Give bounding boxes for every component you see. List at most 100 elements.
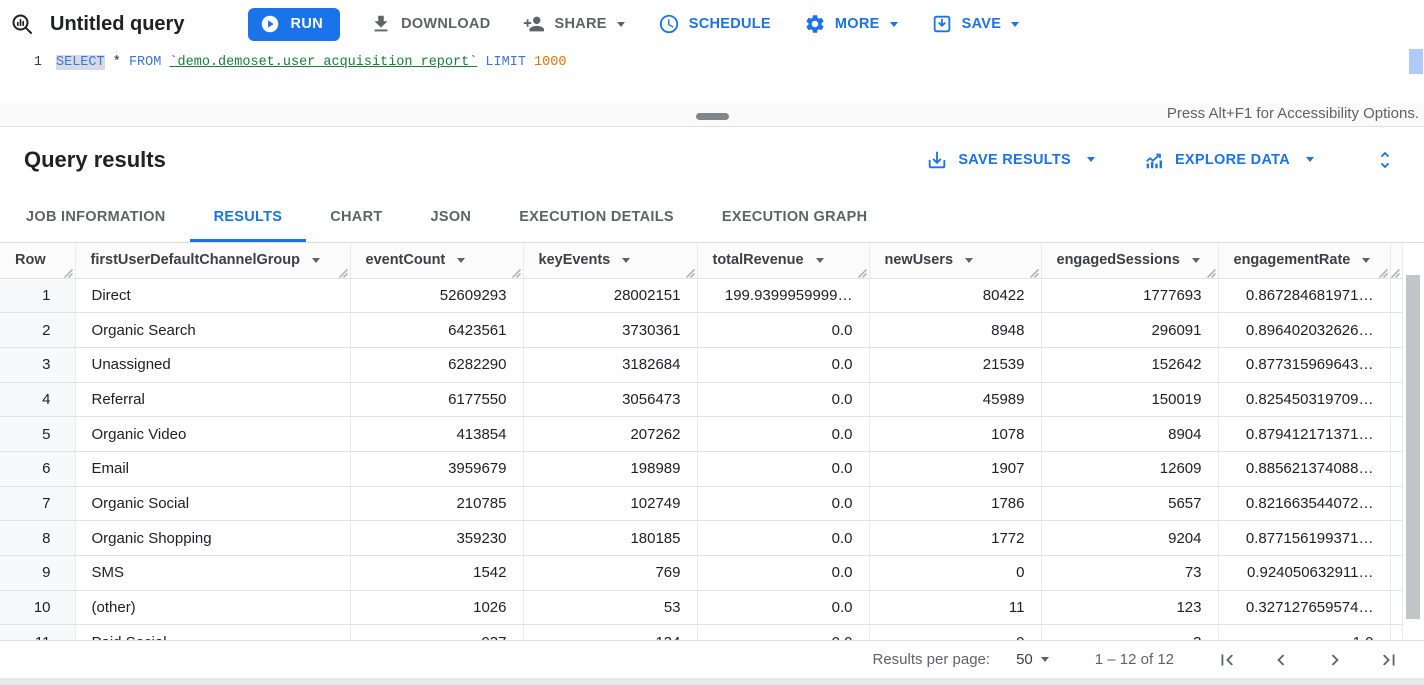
query-results-header: Query results SAVE RESULTS EXPLORE D — [0, 127, 1424, 192]
page-size-value: 50 — [1016, 651, 1033, 668]
filler-column-header — [1390, 243, 1403, 279]
column-menu-caret-icon[interactable] — [311, 257, 320, 263]
schedule-button[interactable]: SCHEDULE — [658, 13, 771, 35]
cell-engagedsessions: 5657 — [1041, 486, 1219, 522]
results-table-area: Row firstUserDefaultChannelGroup eventCoun… — [0, 243, 1424, 640]
filler-cell — [1390, 312, 1403, 348]
row-number-cell: 2 — [0, 312, 76, 348]
cell-firstuserdefaultchannelgroup: (other) — [75, 590, 351, 626]
cell-totalrevenue: 0.0 — [697, 451, 870, 487]
cell-engagementrate: 0.885621374088… — [1218, 451, 1391, 487]
chevron-down-icon — [889, 21, 898, 27]
table-row: 8 Organic Shopping 359230 180185 0.0 1772 9204… — [0, 520, 1403, 556]
previous-page-button[interactable] — [1270, 649, 1292, 671]
column-resize-grip-icon[interactable] — [685, 266, 695, 277]
save-results-download-icon — [929, 151, 946, 168]
save-icon — [933, 15, 950, 33]
chevron-down-icon — [1040, 657, 1049, 662]
cell-totalrevenue: 0.0 — [697, 416, 870, 452]
editor-results-divider: Press Alt+F1 for Accessibility Options. — [0, 103, 1424, 127]
cell-engagedsessions: 296091 — [1041, 312, 1219, 348]
cell-firstuserdefaultchannelgroup: Organic Video — [75, 416, 351, 452]
row-number-cell: 7 — [0, 486, 76, 522]
cell-newusers: 0 — [869, 624, 1042, 640]
share-button[interactable]: SHARE — [523, 13, 625, 35]
cell-engagedsessions: 12609 — [1041, 451, 1219, 487]
tab-chart[interactable]: CHART — [306, 192, 406, 242]
column-menu-caret-icon[interactable] — [1362, 257, 1371, 263]
cell-eventcount: 6177550 — [350, 382, 524, 418]
tab-json[interactable]: JSON — [407, 192, 496, 242]
save-button-label: SAVE — [961, 16, 1002, 32]
tab-results[interactable]: RESULTS — [190, 192, 307, 242]
column-menu-caret-icon[interactable] — [965, 257, 974, 263]
column-menu-caret-icon[interactable] — [457, 257, 466, 263]
sql-token-: * — [112, 55, 121, 70]
chevron-down-icon — [1306, 157, 1314, 162]
tab-execution-graph[interactable]: EXECUTION GRAPH — [698, 192, 892, 242]
cell-keyevents: 207262 — [523, 416, 698, 452]
vertical-scrollbar-thumb[interactable] — [1406, 275, 1420, 619]
column-resize-grip-icon[interactable] — [1390, 266, 1400, 277]
next-page-button[interactable] — [1324, 649, 1346, 671]
horizontal-scrollbar[interactable] — [0, 678, 1424, 685]
page-size-select[interactable]: 50 — [1016, 651, 1049, 668]
expand-results-toggle[interactable] — [1374, 149, 1396, 171]
results-tabs: JOB INFORMATION RESULTS CHART JSON EXECUTION… — [0, 192, 1424, 243]
explore-data-button[interactable]: EXPLORE DATA — [1143, 149, 1314, 171]
download-button[interactable]: DOWNLOAD — [370, 13, 490, 35]
editor-scrollbar-thumb[interactable] — [1409, 49, 1423, 74]
column-resize-grip-icon[interactable] — [1029, 266, 1039, 277]
column-resize-grip-icon[interactable] — [511, 266, 521, 277]
last-page-button[interactable] — [1378, 649, 1400, 671]
cell-engagementrate: 0.896402032626… — [1218, 312, 1391, 348]
cell-newusers: 1772 — [869, 520, 1042, 556]
column-menu-caret-icon[interactable] — [622, 257, 631, 263]
cell-keyevents: 769 — [523, 555, 698, 591]
splitter-handle[interactable] — [696, 113, 729, 120]
editor-scrollbar[interactable] — [1408, 48, 1424, 103]
cell-eventcount: 937 — [350, 624, 524, 640]
sql-token-demo-demoset-user-acquisition-report[interactable]: `demo.demoset.user_acquisition_report` — [169, 55, 478, 70]
table-row: 5 Organic Video 413854 207262 0.0 1078 8904 0.8… — [0, 416, 1403, 452]
cell-engagementrate: 0.877315969643… — [1218, 347, 1391, 383]
column-menu-caret-icon[interactable] — [815, 257, 824, 263]
cell-newusers: 11 — [869, 590, 1042, 626]
column-resize-grip-icon[interactable] — [1378, 266, 1388, 277]
query-title[interactable]: Untitled query — [50, 12, 185, 35]
first-page-icon — [1221, 654, 1233, 665]
cell-keyevents: 3056473 — [523, 382, 698, 418]
results-actions: SAVE RESULTS EXPLORE DATA — [926, 149, 1396, 171]
cell-totalrevenue: 199.9399959999… — [697, 278, 870, 314]
cell-totalrevenue: 0.0 — [697, 555, 870, 591]
tab-execution-details[interactable]: EXECUTION DETAILS — [495, 192, 698, 242]
table-row: 11Paid Social9371340.0031.0 — [0, 624, 1403, 640]
more-button[interactable]: MORE — [804, 13, 898, 35]
row-number-cell: 1 — [0, 278, 76, 314]
code-line-content[interactable]: SELECT * FROM `demo.demoset.user_acquisi… — [56, 48, 566, 103]
save-button[interactable]: SAVE — [931, 13, 1020, 35]
share-button-label: SHARE — [554, 16, 607, 32]
cell-totalrevenue: 0.0 — [697, 382, 870, 418]
column-resize-grip-icon[interactable] — [1206, 266, 1216, 277]
save-results-button[interactable]: SAVE RESULTS — [926, 149, 1095, 171]
person-add-icon — [524, 16, 545, 32]
run-button[interactable]: RUN — [248, 7, 341, 41]
cell-eventcount: 210785 — [350, 486, 524, 522]
run-button-label: RUN — [290, 16, 324, 32]
column-header-engagedsessions: engagedSessions — [1041, 243, 1219, 279]
sql-editor[interactable]: 1 SELECT * FROM `demo.demoset.user_acqui… — [0, 48, 1424, 103]
cell-engagedsessions: 73 — [1041, 555, 1219, 591]
column-menu-caret-icon[interactable] — [1191, 257, 1200, 263]
column-resize-grip-icon[interactable] — [338, 266, 348, 277]
cell-totalrevenue: 0.0 — [697, 590, 870, 626]
column-header-label: keyEvents — [538, 252, 611, 269]
column-resize-grip-icon[interactable] — [857, 266, 867, 277]
sql-token-limit: LIMIT — [485, 55, 526, 70]
tab-job-information[interactable]: JOB INFORMATION — [2, 192, 190, 242]
column-header-label: Row — [15, 252, 46, 269]
column-resize-grip-icon[interactable] — [63, 266, 73, 277]
column-header-totalrevenue: totalRevenue — [697, 243, 870, 279]
first-page-button[interactable] — [1216, 649, 1238, 671]
